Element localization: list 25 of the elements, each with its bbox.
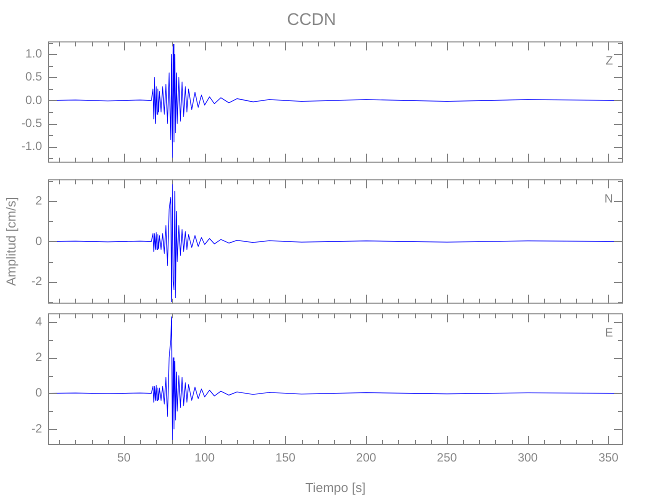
y-tick-label: 4 [35, 314, 42, 328]
y-tick-label: -2 [31, 421, 42, 436]
annotation: Z [606, 54, 613, 68]
y-tick-label: 1.0 [25, 46, 42, 61]
y-tick-label: -0.5 [21, 116, 42, 130]
x-tick-label: 350 [598, 450, 619, 465]
x-axis-title: Tiempo [s] [305, 480, 366, 495]
y-tick-label: 0.5 [25, 70, 42, 84]
x-tick-label: 250 [436, 450, 458, 465]
y-tick-label: 2 [35, 194, 42, 208]
x-tick-label: 300 [518, 450, 538, 465]
y-tick-label: 0 [35, 386, 42, 400]
y-tick-label: 0.0 [25, 92, 42, 107]
annotation: N [604, 192, 613, 206]
chart-title: CCDN [286, 10, 336, 29]
y-axis-title: Amplitud [cm/s] [3, 197, 18, 286]
y-tick-label: 2 [35, 350, 42, 364]
annotation: E [604, 326, 613, 340]
x-tick-label: 150 [275, 450, 296, 465]
y-tick-label: -1.0 [21, 138, 42, 153]
y-tick-label: 0 [35, 234, 42, 248]
y-tick-label: -2 [31, 274, 42, 288]
x-tick-label: 100 [194, 450, 216, 465]
x-tick-label: 50 [117, 450, 131, 465]
x-tick-label: 200 [356, 450, 377, 465]
